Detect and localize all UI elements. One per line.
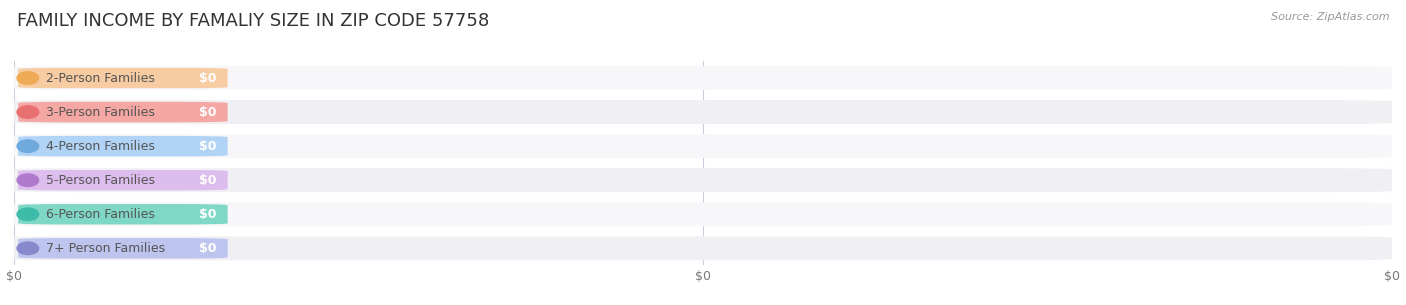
FancyBboxPatch shape bbox=[14, 236, 1392, 260]
Text: 7+ Person Families: 7+ Person Families bbox=[45, 242, 165, 255]
Text: $0: $0 bbox=[200, 242, 217, 255]
Text: $0: $0 bbox=[200, 208, 217, 221]
Text: Source: ZipAtlas.com: Source: ZipAtlas.com bbox=[1271, 12, 1389, 22]
FancyBboxPatch shape bbox=[14, 66, 1392, 90]
FancyBboxPatch shape bbox=[14, 168, 1392, 192]
Text: 3-Person Families: 3-Person Families bbox=[45, 106, 155, 119]
Text: $0: $0 bbox=[200, 140, 217, 152]
Text: 5-Person Families: 5-Person Families bbox=[45, 174, 155, 187]
Text: 6-Person Families: 6-Person Families bbox=[45, 208, 155, 221]
FancyBboxPatch shape bbox=[14, 202, 1392, 226]
Text: $0: $0 bbox=[200, 174, 217, 187]
Ellipse shape bbox=[17, 174, 38, 186]
Text: $0: $0 bbox=[200, 72, 217, 84]
FancyBboxPatch shape bbox=[18, 170, 228, 190]
Text: $0: $0 bbox=[200, 106, 217, 119]
Ellipse shape bbox=[17, 140, 38, 152]
FancyBboxPatch shape bbox=[18, 136, 228, 156]
Text: 2-Person Families: 2-Person Families bbox=[45, 72, 155, 84]
Ellipse shape bbox=[17, 208, 38, 221]
Text: 4-Person Families: 4-Person Families bbox=[45, 140, 155, 152]
FancyBboxPatch shape bbox=[18, 204, 228, 224]
FancyBboxPatch shape bbox=[18, 102, 228, 122]
Ellipse shape bbox=[17, 106, 38, 118]
FancyBboxPatch shape bbox=[18, 238, 228, 259]
FancyBboxPatch shape bbox=[18, 68, 228, 88]
FancyBboxPatch shape bbox=[14, 134, 1392, 158]
FancyBboxPatch shape bbox=[14, 100, 1392, 124]
Ellipse shape bbox=[17, 72, 38, 84]
Ellipse shape bbox=[17, 242, 38, 255]
Text: FAMILY INCOME BY FAMALIY SIZE IN ZIP CODE 57758: FAMILY INCOME BY FAMALIY SIZE IN ZIP COD… bbox=[17, 12, 489, 30]
